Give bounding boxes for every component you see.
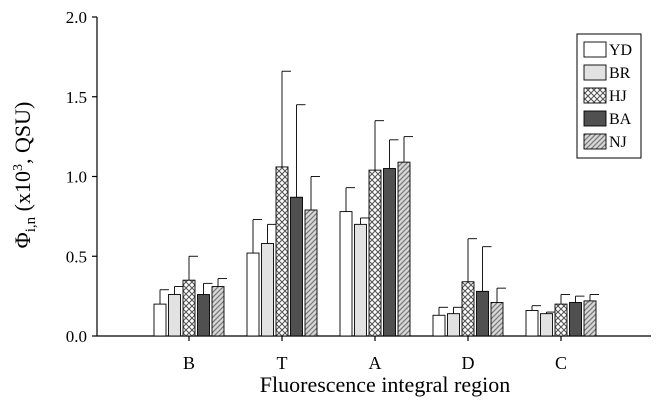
bar-br-a [354, 223, 367, 337]
legend-label-hj: HJ [609, 88, 627, 105]
bar-br-c [540, 313, 553, 337]
y-tick-label: 0.0 [66, 327, 87, 346]
x-tick-label: T [277, 353, 288, 373]
bar-hj-b [182, 279, 196, 337]
y-tick-label: 1.0 [66, 168, 87, 187]
bar-nj-d [490, 302, 504, 337]
bar-hj-d [461, 281, 475, 337]
bar-nj-t [304, 209, 318, 337]
y-axis-title-superscript: 3 [11, 164, 26, 171]
legend-label-ba: BA [609, 111, 632, 128]
legend-label-nj: NJ [609, 134, 627, 151]
bar-nj-a [397, 161, 411, 337]
bar-hj-c [554, 303, 568, 337]
bar-ba-c [569, 302, 582, 337]
x-tick-label: C [555, 353, 567, 373]
bar-br-t [261, 243, 274, 337]
legend-swatch-ba [583, 110, 607, 127]
y-axis-title-subscript: i,n [23, 216, 39, 232]
legend-swatch-br [583, 64, 607, 81]
bar-hj-t [275, 166, 289, 337]
bar-br-b [168, 294, 181, 337]
y-tick-label: 2.0 [66, 8, 87, 27]
y-axis-title-symbol: Φ [10, 232, 35, 248]
x-axis-title: Fluorescence integral region [260, 372, 510, 397]
bar-yd-t [246, 252, 260, 337]
x-tick-label: B [183, 353, 195, 373]
y-axis-title-prefix: (x10 [10, 171, 35, 217]
legend-swatch-hj [583, 87, 607, 104]
bar-nj-c [583, 300, 597, 337]
bar-ba-d [476, 290, 489, 337]
x-tick-label: A [369, 353, 382, 373]
y-tick-label: 1.5 [66, 88, 87, 107]
bar-br-d [447, 313, 460, 337]
bar-ba-a [383, 168, 396, 337]
legend-label-br: BR [609, 65, 631, 82]
bar-yd-a [339, 211, 353, 337]
x-tick-label: D [462, 353, 475, 373]
bar-hj-a [368, 169, 382, 337]
legend-label-yd: YD [609, 42, 632, 59]
bar-nj-b [211, 286, 225, 337]
y-axis-title: Φi,n (x103, QSU) [10, 102, 39, 249]
legend-swatch-yd [583, 41, 607, 58]
bar-ba-b [197, 294, 210, 337]
bar-yd-b [153, 303, 167, 337]
bars [153, 161, 597, 337]
y-tick-label: 0.5 [66, 247, 87, 266]
bar-ba-t [290, 196, 303, 337]
y-axis-title-suffix: , QSU) [10, 102, 35, 164]
error-bars [159, 70, 599, 316]
bar-yd-c [525, 310, 539, 337]
legend: YD BR HJ BA NJ [576, 33, 642, 159]
bar-yd-d [432, 314, 446, 337]
tick-labels: 0.0 0.5 1.0 1.5 2.0 B T A D C [66, 8, 567, 373]
legend-swatch-nj [583, 133, 607, 150]
